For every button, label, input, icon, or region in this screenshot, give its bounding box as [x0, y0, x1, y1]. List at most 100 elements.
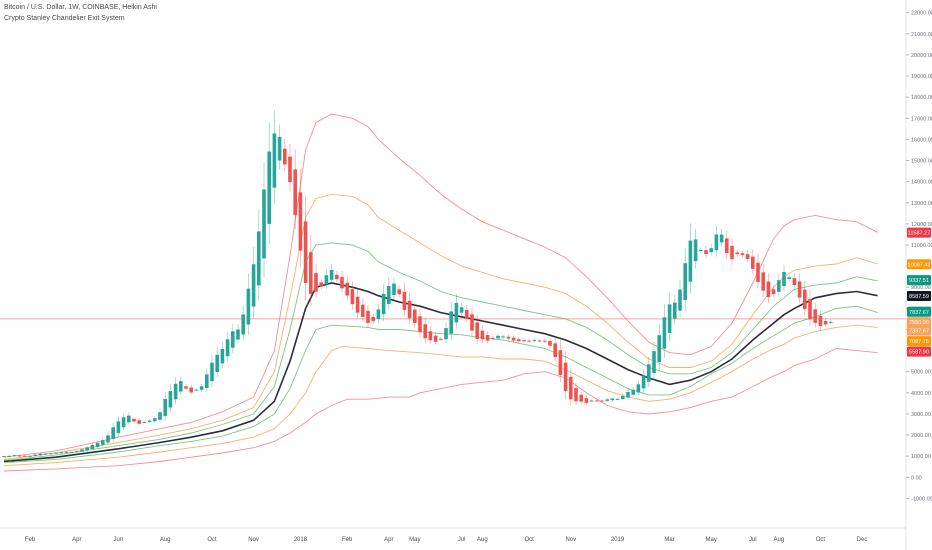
time-tick-label: Dec	[857, 537, 868, 543]
candle-body	[771, 289, 776, 295]
candle	[335, 270, 339, 283]
candle-body	[298, 192, 303, 251]
price-label: 7550.00	[907, 317, 931, 328]
price-label-text: 5587.90	[909, 350, 929, 356]
candle-body	[54, 452, 58, 454]
candle-body	[428, 331, 433, 341]
candle-body	[480, 330, 485, 340]
time-tick-label: May	[706, 537, 717, 543]
price-label-text: 7087.75	[909, 339, 929, 345]
candle-body	[626, 392, 630, 398]
candle-body	[17, 455, 22, 457]
candle	[797, 273, 802, 304]
candle-body	[205, 374, 209, 388]
candle-body	[667, 304, 672, 333]
candle	[121, 413, 126, 431]
price-tick-label: 12000.00	[911, 222, 932, 228]
candle-body	[376, 309, 381, 319]
candle-body	[12, 455, 17, 457]
candle	[543, 338, 547, 344]
candle	[558, 340, 563, 383]
candle-body	[381, 293, 386, 315]
candle-body	[704, 250, 708, 254]
candle-body	[340, 277, 344, 289]
candle-body	[361, 304, 365, 317]
price-axis[interactable]: -1000.00 0.00 1000.00 2000.00 3000.00 4000.00…	[905, 0, 932, 550]
candle-body	[714, 234, 719, 251]
candle	[257, 209, 261, 301]
candle	[371, 313, 375, 324]
price-label-box	[907, 346, 931, 357]
candle-body	[631, 389, 635, 395]
candle-body	[303, 221, 308, 283]
price-tick-label: 9000.00	[911, 285, 931, 291]
candle-body	[558, 350, 563, 375]
candle-body	[23, 455, 27, 457]
candle-body	[179, 381, 183, 392]
candle-body	[725, 238, 729, 254]
candle-body	[199, 386, 204, 390]
candle	[132, 417, 136, 423]
candle	[28, 455, 32, 457]
candle-body	[818, 316, 823, 327]
candle	[111, 422, 115, 443]
time-tick-label: Nov	[248, 537, 259, 543]
candle	[818, 310, 823, 331]
candle	[2, 455, 6, 458]
candle	[210, 354, 214, 387]
candle	[470, 306, 474, 337]
candle	[745, 249, 750, 263]
candle	[309, 234, 313, 307]
candle-body	[168, 391, 173, 408]
candle	[267, 122, 271, 245]
price-label: 7837.67	[907, 306, 931, 317]
candle-body	[563, 362, 568, 392]
candle-body	[647, 364, 651, 382]
candle	[43, 453, 48, 455]
candle-body	[116, 421, 121, 434]
price-label-text: 10087.43	[908, 262, 931, 268]
candle	[246, 273, 251, 335]
candle	[288, 143, 292, 192]
candle	[418, 308, 422, 338]
candle-body	[641, 375, 646, 389]
price-label-box	[907, 336, 931, 347]
candle	[719, 228, 724, 247]
price-tick-label: 11000.00	[911, 243, 932, 249]
candle-body	[329, 269, 334, 280]
time-axis[interactable]: Feb Apr Jun Aug Oct Nov 2018 Feb Apr May Jul Aug Oct…	[0, 527, 906, 543]
candle	[179, 376, 183, 395]
time-tick-label: 2019	[611, 537, 625, 543]
candle-body	[111, 427, 115, 439]
candle	[751, 249, 755, 275]
candle	[756, 253, 760, 289]
candle-body	[158, 412, 162, 420]
candle-body	[319, 282, 323, 287]
candle-body	[413, 309, 417, 323]
candle	[491, 335, 495, 341]
candle	[220, 342, 225, 369]
candle-body	[605, 399, 609, 401]
candle	[251, 246, 256, 319]
candle	[605, 397, 609, 403]
candle	[225, 331, 230, 362]
candle-body	[184, 386, 188, 389]
candle-body	[657, 335, 661, 363]
candle	[262, 161, 266, 278]
price-label-text: 9337.51	[909, 278, 929, 284]
candle	[90, 443, 95, 451]
candle	[340, 270, 344, 294]
candle	[80, 448, 84, 453]
candle-body	[829, 321, 833, 323]
candle	[803, 280, 807, 316]
candle-body	[283, 148, 287, 165]
candle-body	[709, 248, 713, 253]
price-label: 10087.43	[907, 259, 931, 270]
candle-body	[418, 316, 422, 333]
chart-title: Bitcoin / U.S. Dollar, 1W, COINBASE, Hei…	[4, 4, 157, 11]
candle-body	[532, 340, 537, 342]
candle	[548, 337, 552, 349]
price-tick-label: 13000.00	[911, 201, 932, 207]
candle	[158, 408, 162, 423]
